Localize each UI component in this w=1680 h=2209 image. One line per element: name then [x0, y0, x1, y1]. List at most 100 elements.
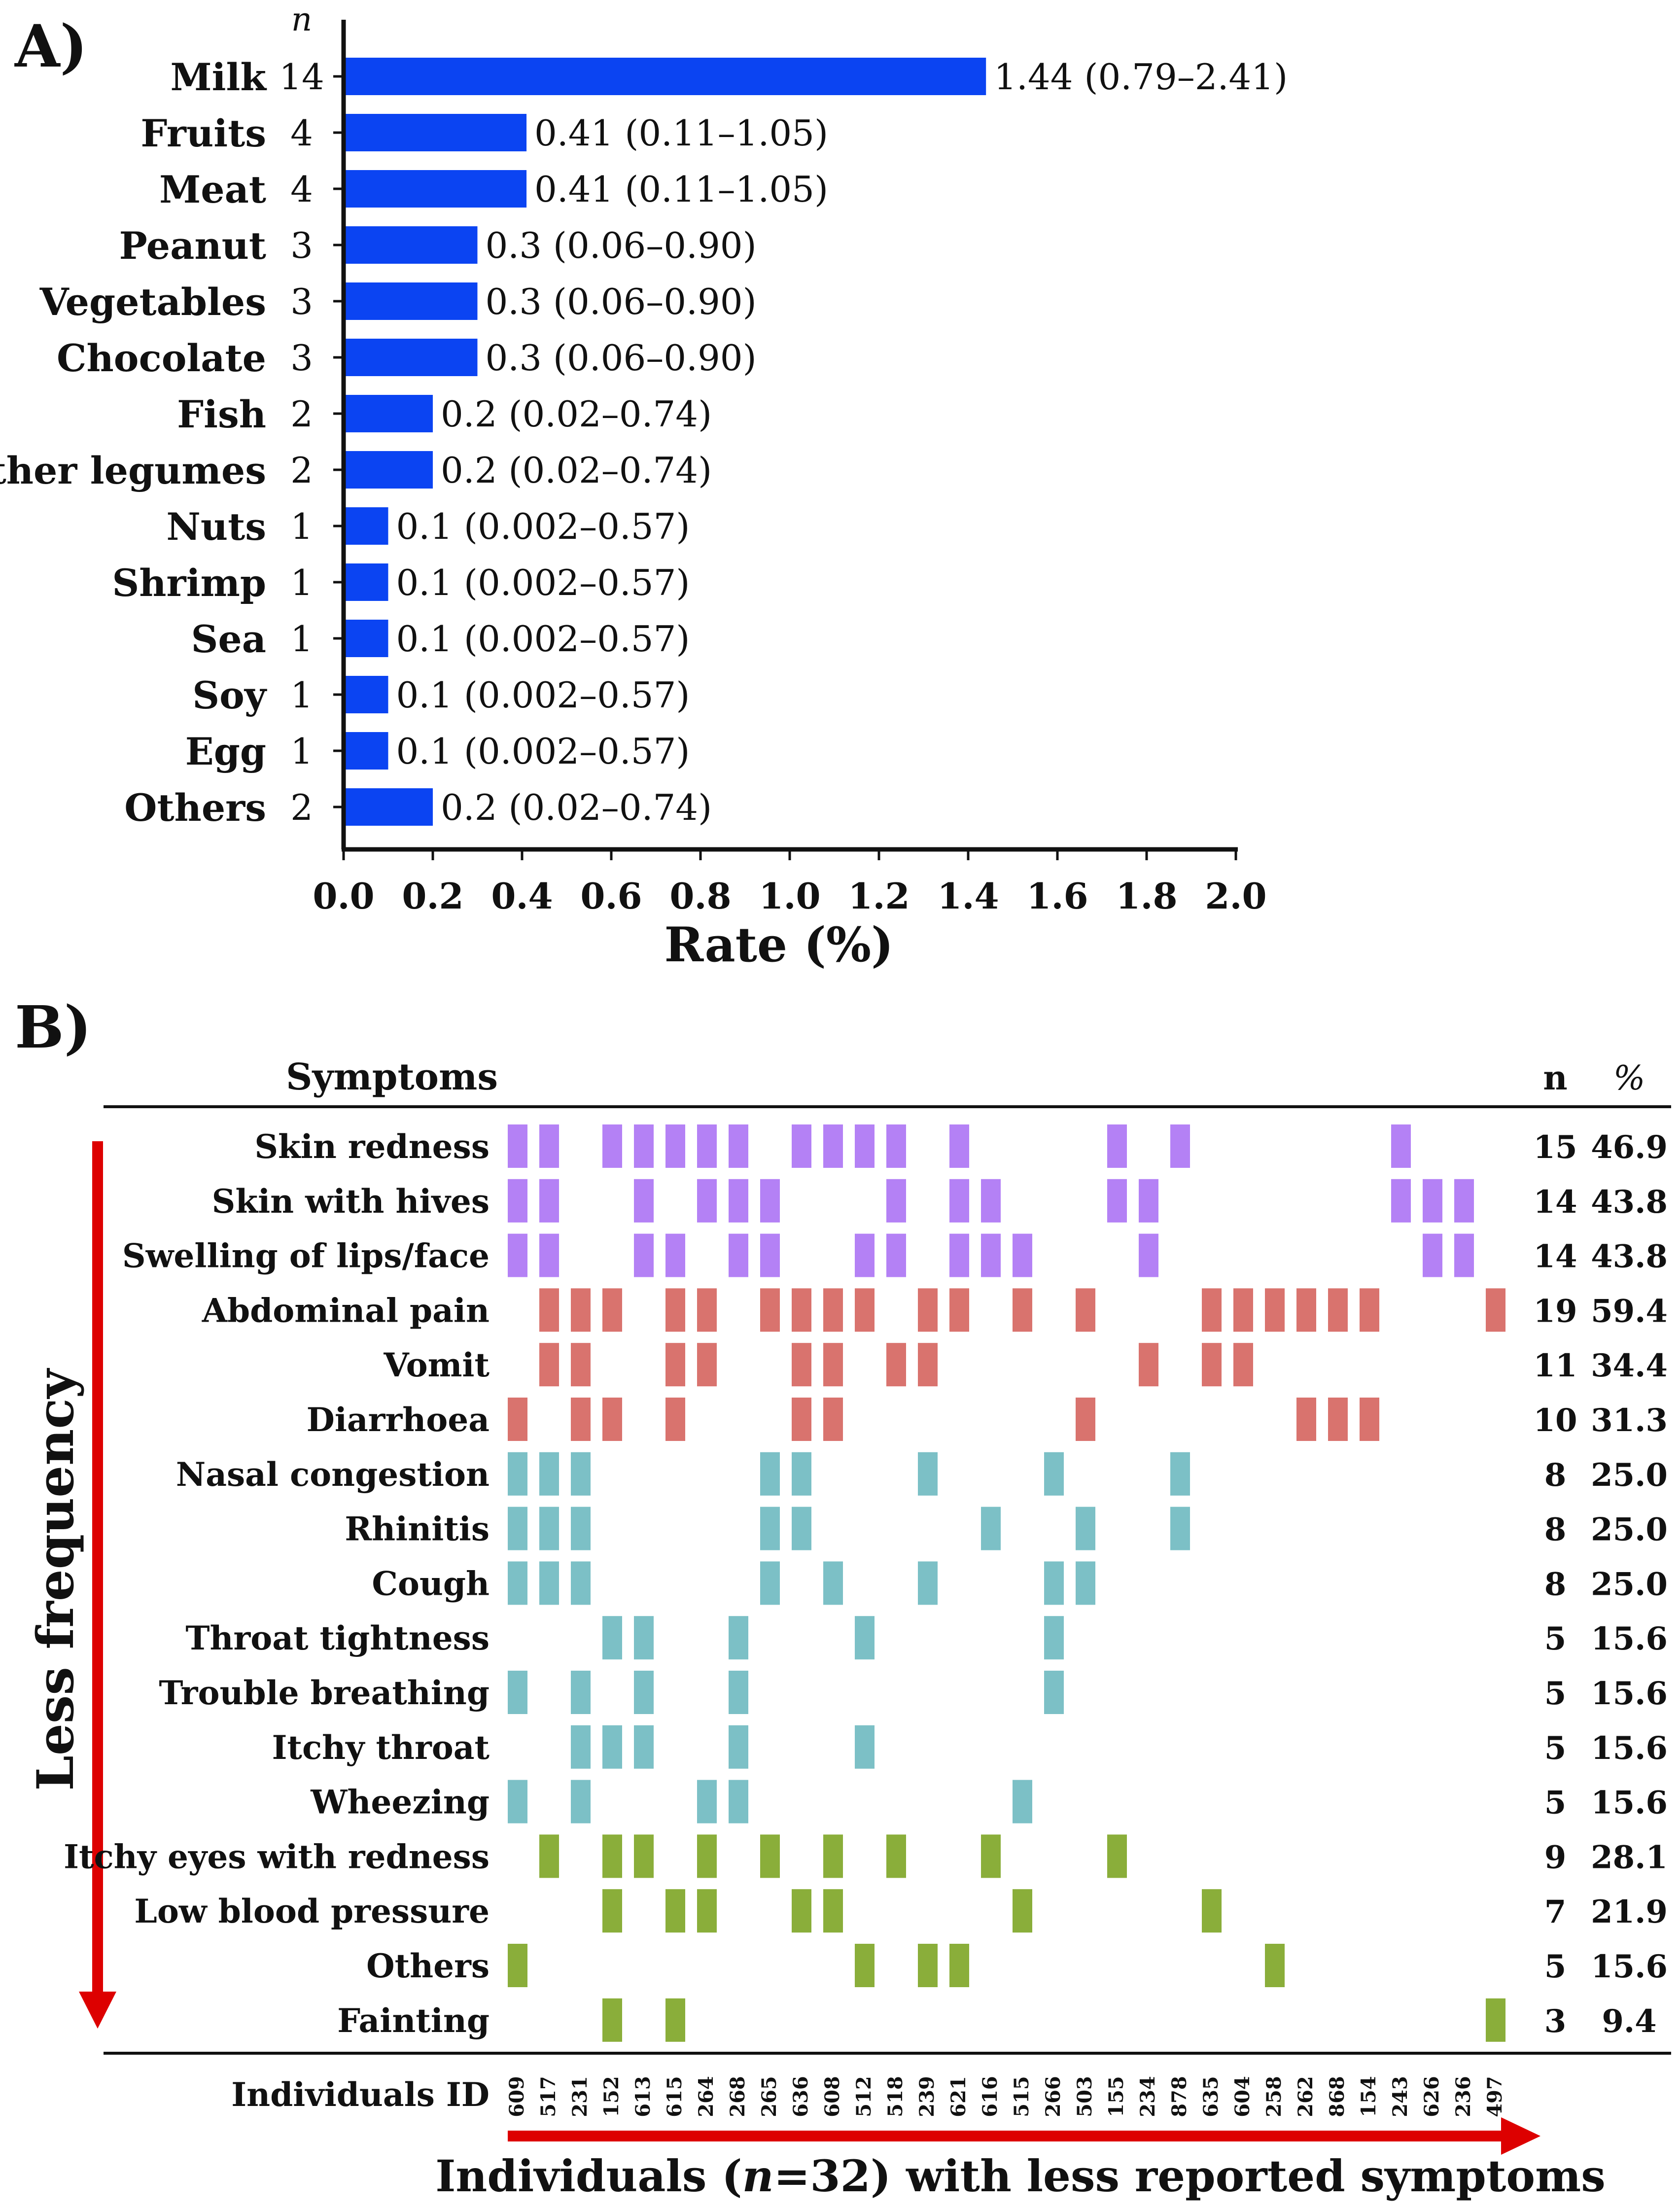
symptom-cell — [571, 1780, 591, 1823]
category-count: 4 — [290, 169, 313, 210]
individual-id: 268 — [726, 2076, 749, 2117]
symptom-cell — [792, 1507, 811, 1550]
individual-id: 636 — [789, 2076, 812, 2117]
individual-id: 635 — [1199, 2076, 1223, 2117]
symptom-cell — [634, 1834, 654, 1878]
bar-value-label: 1.44 (0.79–2.41) — [994, 56, 1288, 98]
symptom-cell — [981, 1179, 1001, 1223]
symptom-cell — [981, 1834, 1001, 1878]
bar — [345, 563, 388, 601]
symptom-cell — [918, 1452, 938, 1496]
symptom-count: 5 — [1544, 1730, 1567, 1767]
symptom-counts: 15 14 14 19 11 10 8 8 8 5 5 5 5 9 7 5 3 — [1533, 1129, 1577, 2040]
symptom-cell — [981, 1233, 1001, 1277]
symptom-count: 5 — [1544, 1785, 1567, 1822]
symptom-cell — [539, 1124, 559, 1168]
individuals-id-label: Individuals ID — [231, 2075, 490, 2114]
symptom-cell — [634, 1233, 654, 1277]
category-count: 3 — [290, 225, 313, 266]
bar — [345, 114, 527, 151]
symptom-count: 3 — [1544, 2003, 1567, 2040]
symptom-cell — [886, 1124, 906, 1168]
symptom-label: Others — [366, 1947, 490, 1985]
symptom-label: Fainting — [337, 2001, 490, 2040]
symptom-cell — [602, 1998, 622, 2042]
x-tick-label: 0.8 — [669, 875, 731, 917]
symptom-cell — [729, 1616, 748, 1660]
symptom-percent: 43.8 — [1591, 1238, 1668, 1275]
x-tick-label: 0.0 — [313, 875, 374, 917]
symptom-cell — [697, 1288, 717, 1332]
symptom-cell — [1202, 1889, 1222, 1933]
symptom-cell — [539, 1561, 559, 1605]
symptom-cell — [949, 1288, 969, 1332]
category-labels: Milk Fruits Meat Peanut Vegetables Chocolate F… — [0, 55, 267, 830]
category-count: 1 — [290, 506, 313, 547]
symptom-cell — [792, 1288, 811, 1332]
individual-id: 503 — [1073, 2076, 1096, 2117]
category-count: 4 — [290, 112, 313, 154]
individual-id: 262 — [1294, 2076, 1317, 2117]
individual-id: 517 — [537, 2076, 560, 2117]
symptom-cell — [886, 1834, 906, 1878]
symptom-label: Trouble breathing — [159, 1674, 490, 1712]
less-frequency-arrow-head — [79, 1992, 116, 2029]
panel-b-label: B) — [15, 993, 92, 1061]
symptom-cell — [1391, 1124, 1411, 1168]
individual-id: 604 — [1231, 2076, 1254, 2117]
x-tick-label: 0.6 — [580, 875, 642, 917]
category-label: Nuts — [166, 505, 266, 549]
symptom-cell — [729, 1725, 748, 1769]
symptom-cell — [539, 1452, 559, 1496]
symptom-cell — [571, 1671, 591, 1714]
symptom-cell — [508, 1507, 527, 1550]
bar-value-label: 0.1 (0.002–0.57) — [396, 562, 690, 603]
individual-id: 265 — [758, 2076, 781, 2117]
x-axis-title: Rate (%) — [664, 917, 893, 973]
symptom-cell — [823, 1398, 843, 1441]
category-label: Vegetables — [39, 280, 266, 324]
individual-id: 515 — [1010, 2076, 1033, 2117]
bar-value-label: 0.41 (0.11–1.05) — [534, 112, 828, 154]
symptom-cell — [823, 1834, 843, 1878]
symptom-cell — [697, 1124, 717, 1168]
symptom-count: 9 — [1544, 1839, 1567, 1876]
symptom-cell — [855, 1124, 875, 1168]
symptom-count: 14 — [1533, 1184, 1577, 1221]
symptom-cell — [602, 1124, 622, 1168]
individual-id: 613 — [631, 2076, 655, 2117]
symptom-cell — [602, 1288, 622, 1332]
individual-id: 878 — [1168, 2076, 1191, 2117]
category-count: 1 — [290, 731, 313, 772]
individual-id: 512 — [852, 2076, 875, 2117]
symptom-percent: 25.0 — [1591, 1511, 1668, 1548]
symptom-cell — [855, 1944, 875, 1987]
symptom-cell — [634, 1124, 654, 1168]
symptom-cell — [697, 1834, 717, 1878]
symptom-count: 19 — [1533, 1293, 1577, 1330]
individual-id: 497 — [1483, 2076, 1506, 2117]
symptom-cell — [1139, 1343, 1158, 1387]
symptom-cell — [1296, 1288, 1316, 1332]
symptom-cell — [1076, 1398, 1095, 1441]
bar — [345, 339, 478, 376]
symptom-label: Nasal congestion — [176, 1455, 490, 1494]
symptom-count: 15 — [1533, 1129, 1577, 1166]
symptom-cell — [918, 1944, 938, 1987]
symptom-cell — [1454, 1233, 1474, 1277]
symptom-cell — [1107, 1124, 1127, 1168]
symptom-cell — [602, 1616, 622, 1660]
symptom-percent: 15.6 — [1591, 1675, 1668, 1712]
symptom-cell — [823, 1288, 843, 1332]
symptom-cell — [1044, 1561, 1064, 1605]
symptom-label: Throat tightness — [185, 1619, 490, 1657]
symptom-cell — [602, 1889, 622, 1933]
individual-id: 266 — [1042, 2076, 1065, 2117]
symptom-cell — [1486, 1998, 1505, 2042]
symptom-count: 8 — [1544, 1511, 1567, 1548]
individual-id: 609 — [505, 2076, 528, 2117]
symptom-cell — [1076, 1288, 1095, 1332]
bars — [345, 58, 986, 826]
symptom-cell — [1454, 1179, 1474, 1223]
symptom-label: Cough — [372, 1564, 490, 1603]
